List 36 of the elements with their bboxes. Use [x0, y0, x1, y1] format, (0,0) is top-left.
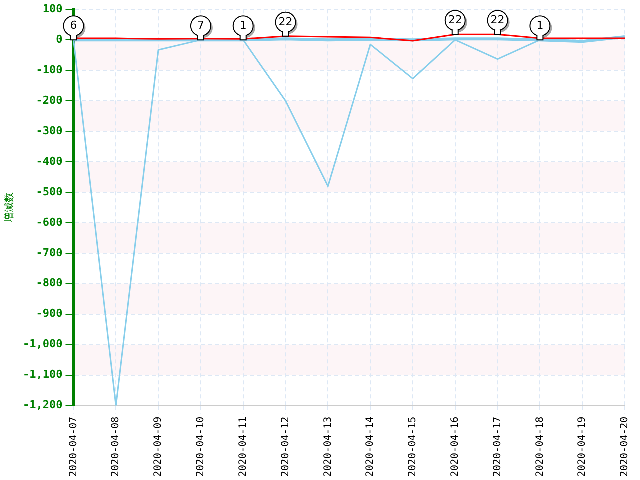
y-tick-label: -1,200	[22, 398, 63, 412]
y-tick-label: -1,000	[22, 338, 63, 351]
y-tick-label: -800	[36, 276, 63, 290]
x-tick-label: 2020-04-13	[322, 416, 334, 478]
y-tick-label: 100	[42, 2, 63, 16]
annotation: 22	[448, 13, 462, 26]
y-tick-label: -600	[36, 216, 63, 229]
x-tick-label: 2020-04-15	[408, 416, 419, 478]
x-tick-label: 2020-04-14	[365, 416, 376, 478]
x-tick-label: 2020-04-10	[196, 416, 207, 478]
annotation: 22	[490, 13, 505, 26]
x-tick-label: 2020-04-08	[110, 416, 122, 478]
y-tick-label: 0	[56, 32, 63, 46]
y-tick-label: -500	[36, 185, 63, 198]
x-tick-label: 2020-04-07	[68, 416, 80, 478]
y-tick-label: -100	[36, 63, 63, 76]
annotation: 7	[197, 18, 204, 32]
y-tick-label: -400	[36, 154, 63, 168]
y-tick-label: -700	[36, 246, 63, 260]
x-tick-label: 2020-04-11	[238, 416, 249, 478]
annotation: 1	[536, 18, 544, 32]
annotation: 1	[240, 18, 247, 32]
annotation: 6	[70, 18, 78, 32]
y-tick-label: -1,100	[22, 368, 63, 382]
x-tick-label: 2020-04-16	[450, 416, 461, 478]
y-tick-label: -300	[36, 124, 63, 138]
x-tick-label: 2020-04-09	[153, 416, 164, 478]
x-tick-label: 2020-04-17	[492, 416, 504, 478]
annotation: 22	[278, 15, 293, 28]
y-tick-label: -900	[36, 307, 63, 320]
x-tick-label: 2020-04-20	[620, 416, 631, 478]
x-tick-label: 2020-04-19	[577, 416, 588, 478]
x-tick-label: 2020-04-12	[280, 416, 292, 478]
y-axis-title: 増減数	[4, 192, 16, 224]
y-tick-label: -200	[36, 94, 63, 107]
x-tick-label: 2020-04-18	[534, 416, 546, 478]
